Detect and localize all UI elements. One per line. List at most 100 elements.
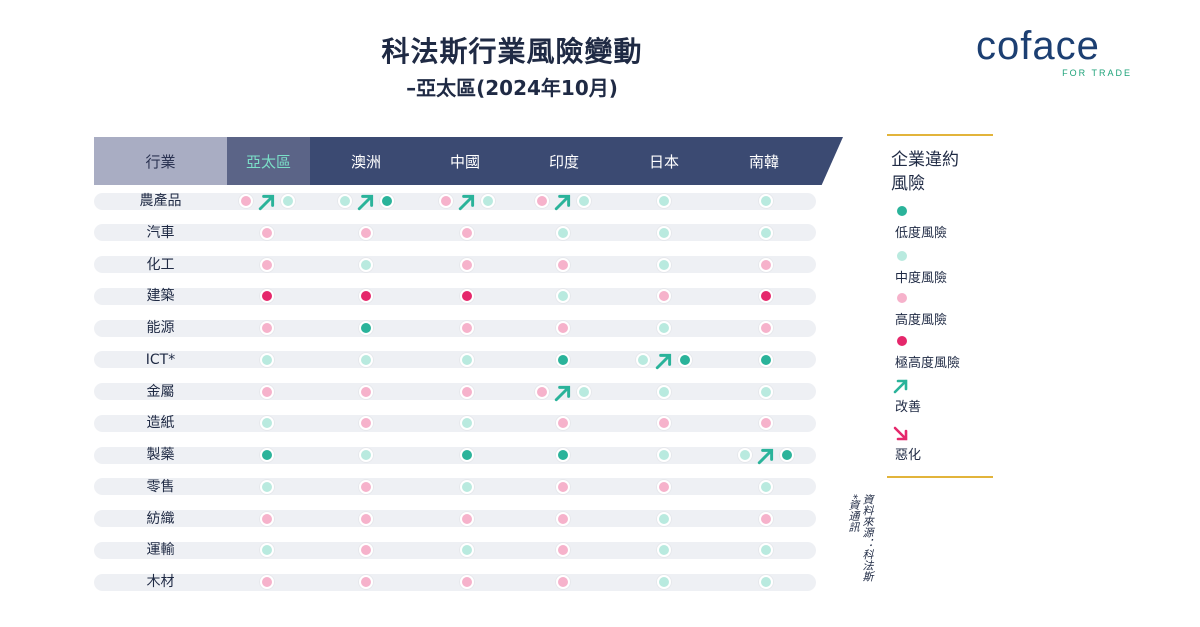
country-header-band (310, 137, 843, 185)
legend-top-rule (887, 134, 993, 136)
legend-label-improve: 改善 (895, 400, 922, 415)
mid-risk-dot (556, 289, 570, 304)
sector-label: 化工 (146, 256, 175, 273)
high-risk-dot (260, 321, 274, 335)
high-risk-dot (556, 511, 570, 526)
high-risk-dot (759, 416, 773, 431)
sector-column-header: 行業 (94, 137, 227, 185)
high-risk-dot (359, 225, 373, 240)
mid-risk-dot (359, 352, 373, 367)
low-risk-dot (556, 448, 570, 462)
sector-label: 紡織 (146, 510, 175, 527)
sector-label: 運輸 (146, 542, 175, 559)
high-risk-dot (260, 575, 274, 589)
mid-risk-dot (657, 225, 671, 240)
high-risk-dot (460, 575, 474, 589)
mid-risk-dot (738, 448, 752, 462)
mid-risk-dot (260, 543, 274, 558)
legend-title: 企業違約 風險 (891, 148, 959, 196)
sector-label: 能源 (146, 320, 175, 336)
low-risk-dot (260, 448, 274, 462)
high-risk-dot (359, 384, 373, 399)
table-row (94, 541, 816, 559)
table-row (94, 224, 816, 242)
high-risk-dot (556, 257, 570, 272)
high-risk-dot (657, 416, 671, 431)
page-title: 科法斯行業風險變動 (381, 35, 643, 68)
mid-risk-dot (281, 194, 295, 208)
worsen-arrow-icon (893, 426, 908, 441)
legend-title-line2: 風險 (891, 174, 925, 194)
mid-risk-dot (657, 543, 671, 558)
sector-label: 金屬 (146, 383, 175, 400)
sector-label: 製藥 (146, 447, 175, 463)
high-risk-dot (359, 416, 373, 431)
mid-risk-dot (657, 511, 671, 526)
improve-arrow-icon (554, 194, 571, 211)
sector-label: 農產品 (139, 193, 182, 209)
column-header-japan: 日本 (648, 152, 679, 171)
improve-arrow-icon (258, 194, 275, 211)
vhigh-risk-dot (359, 289, 373, 304)
high-risk-dot (359, 543, 373, 558)
high-risk-dot (535, 194, 549, 208)
high-risk-dot (359, 511, 373, 526)
legend-label-high: 高度風險 (895, 313, 948, 328)
table-row (94, 446, 816, 464)
sector-label: 造紙 (146, 415, 175, 432)
improve-arrow-icon (554, 385, 571, 401)
mid-risk-dot (759, 194, 773, 208)
low-risk-dot (556, 352, 570, 367)
improve-arrow-icon (458, 194, 475, 211)
mid-risk-dot (577, 384, 591, 399)
legend-label-worsen: 惡化 (895, 448, 922, 463)
high-risk-dot (657, 289, 671, 304)
source-note-line2: *資通訊 (847, 494, 860, 533)
column-header-india: 印度 (548, 152, 579, 171)
vhigh-risk-dot (260, 289, 274, 304)
table-row (94, 256, 816, 273)
sector-label: 汽車 (146, 224, 175, 241)
sector-label: 木材 (146, 574, 175, 590)
legend-label-vhigh: 極高度風險 (895, 356, 961, 371)
table-row (94, 351, 816, 369)
high-risk-dot (260, 384, 274, 399)
mid-risk-dot (260, 479, 274, 494)
sector-label: 建築 (146, 288, 175, 305)
legend-bottom-rule (887, 476, 993, 478)
mid-risk-dot (759, 479, 773, 494)
mid-risk-dot (359, 257, 373, 272)
table-row (94, 573, 816, 591)
improve-arrow-icon (893, 379, 908, 394)
legend-label-low: 低度風險 (895, 226, 948, 241)
high-risk-dot (460, 225, 474, 240)
low-risk-dot (780, 448, 794, 462)
mid-risk-dot (759, 225, 773, 240)
high-risk-dot (239, 194, 253, 208)
high-risk-dot (460, 384, 474, 399)
mid-risk-dot (460, 352, 474, 367)
source-note-line1: 資料來源：科法斯 (861, 494, 874, 582)
low-risk-dot-icon (895, 204, 909, 218)
table-row (94, 510, 816, 527)
mid-risk-dot (759, 575, 773, 589)
low-risk-dot (460, 448, 474, 462)
low-risk-dot (759, 352, 773, 367)
low-risk-dot (678, 352, 692, 367)
mid-risk-dot (556, 225, 570, 240)
table-row (94, 414, 816, 432)
improve-arrow-icon (655, 353, 672, 369)
high-risk-dot (556, 479, 570, 494)
page-subtitle: –亞太區(2024年10月) (406, 76, 618, 100)
mid-risk-dot (260, 416, 274, 431)
mid-risk-dot (577, 194, 591, 208)
sector-label: ICT* (145, 351, 176, 368)
mid-risk-dot (260, 352, 274, 367)
high-risk-dot (535, 384, 549, 399)
high-risk-dot (260, 511, 274, 526)
column-header-korea: 南韓 (748, 152, 779, 171)
logo-wordmark: coface (976, 24, 1100, 68)
high-risk-dot (460, 321, 474, 335)
vhigh-risk-dot (759, 289, 773, 304)
table-row (94, 319, 816, 337)
